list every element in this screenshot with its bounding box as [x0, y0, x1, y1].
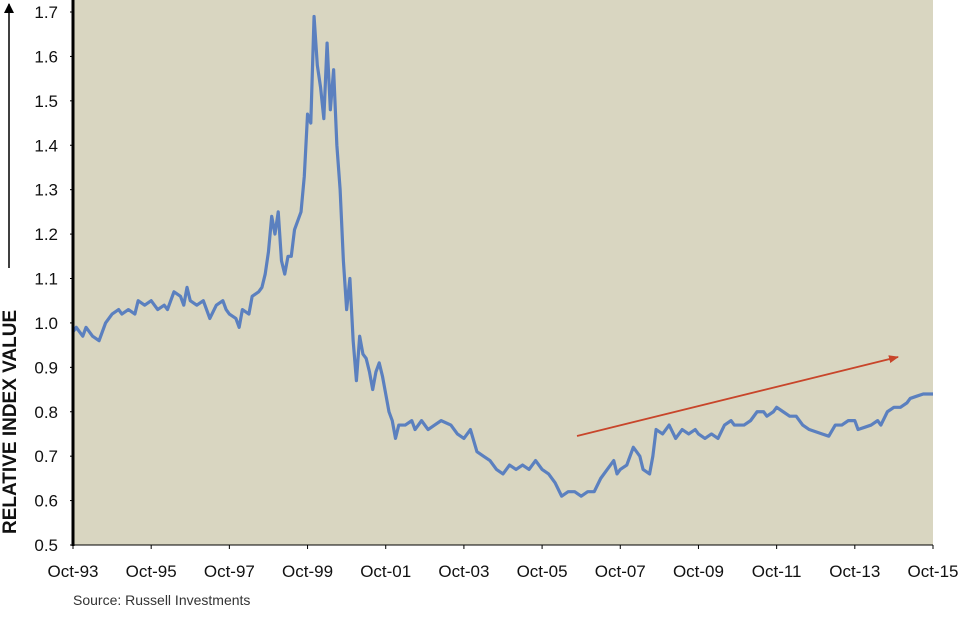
x-tick-label: Oct-97: [204, 562, 255, 581]
y-tick-label: 1.2: [34, 225, 58, 244]
y-tick-label: 0.5: [34, 536, 58, 555]
y-tick-label: 1.5: [34, 92, 58, 111]
x-tick-label: Oct-07: [595, 562, 646, 581]
x-tick-label: Oct-99: [282, 562, 333, 581]
x-tick-label: Oct-95: [126, 562, 177, 581]
plot-area: [73, 0, 933, 545]
x-tick-label: Oct-13: [829, 562, 880, 581]
y-tick-label: 0.8: [34, 403, 58, 422]
x-tick-label: Oct-15: [907, 562, 958, 581]
y-tick-label: 1.0: [34, 314, 58, 333]
x-tick-label: Oct-01: [360, 562, 411, 581]
y-tick-label: 0.7: [34, 447, 58, 466]
y-tick-label: 1.1: [34, 270, 58, 289]
y-tick-label: 1.7: [34, 3, 58, 22]
x-tick-label: Oct-93: [47, 562, 98, 581]
y-axis-label: RELATIVE INDEX VALUE: [0, 310, 21, 534]
source: Source: Russell Investments: [73, 592, 250, 608]
y-tick-label: 1.4: [34, 136, 58, 155]
x-tick-label: Oct-05: [517, 562, 568, 581]
y-tick-label: 0.9: [34, 358, 58, 377]
y-tick-label: 1.6: [34, 47, 58, 66]
y-tick-label: 1.3: [34, 181, 58, 200]
trend-arrow: [576, 355, 899, 437]
x-tick-label: Oct-11: [752, 562, 802, 581]
x-tick-label: Oct-09: [673, 562, 724, 581]
x-tick-label: Oct-03: [438, 562, 489, 581]
data-line: [71, 14, 933, 498]
y-tick-label: 0.6: [34, 492, 58, 511]
